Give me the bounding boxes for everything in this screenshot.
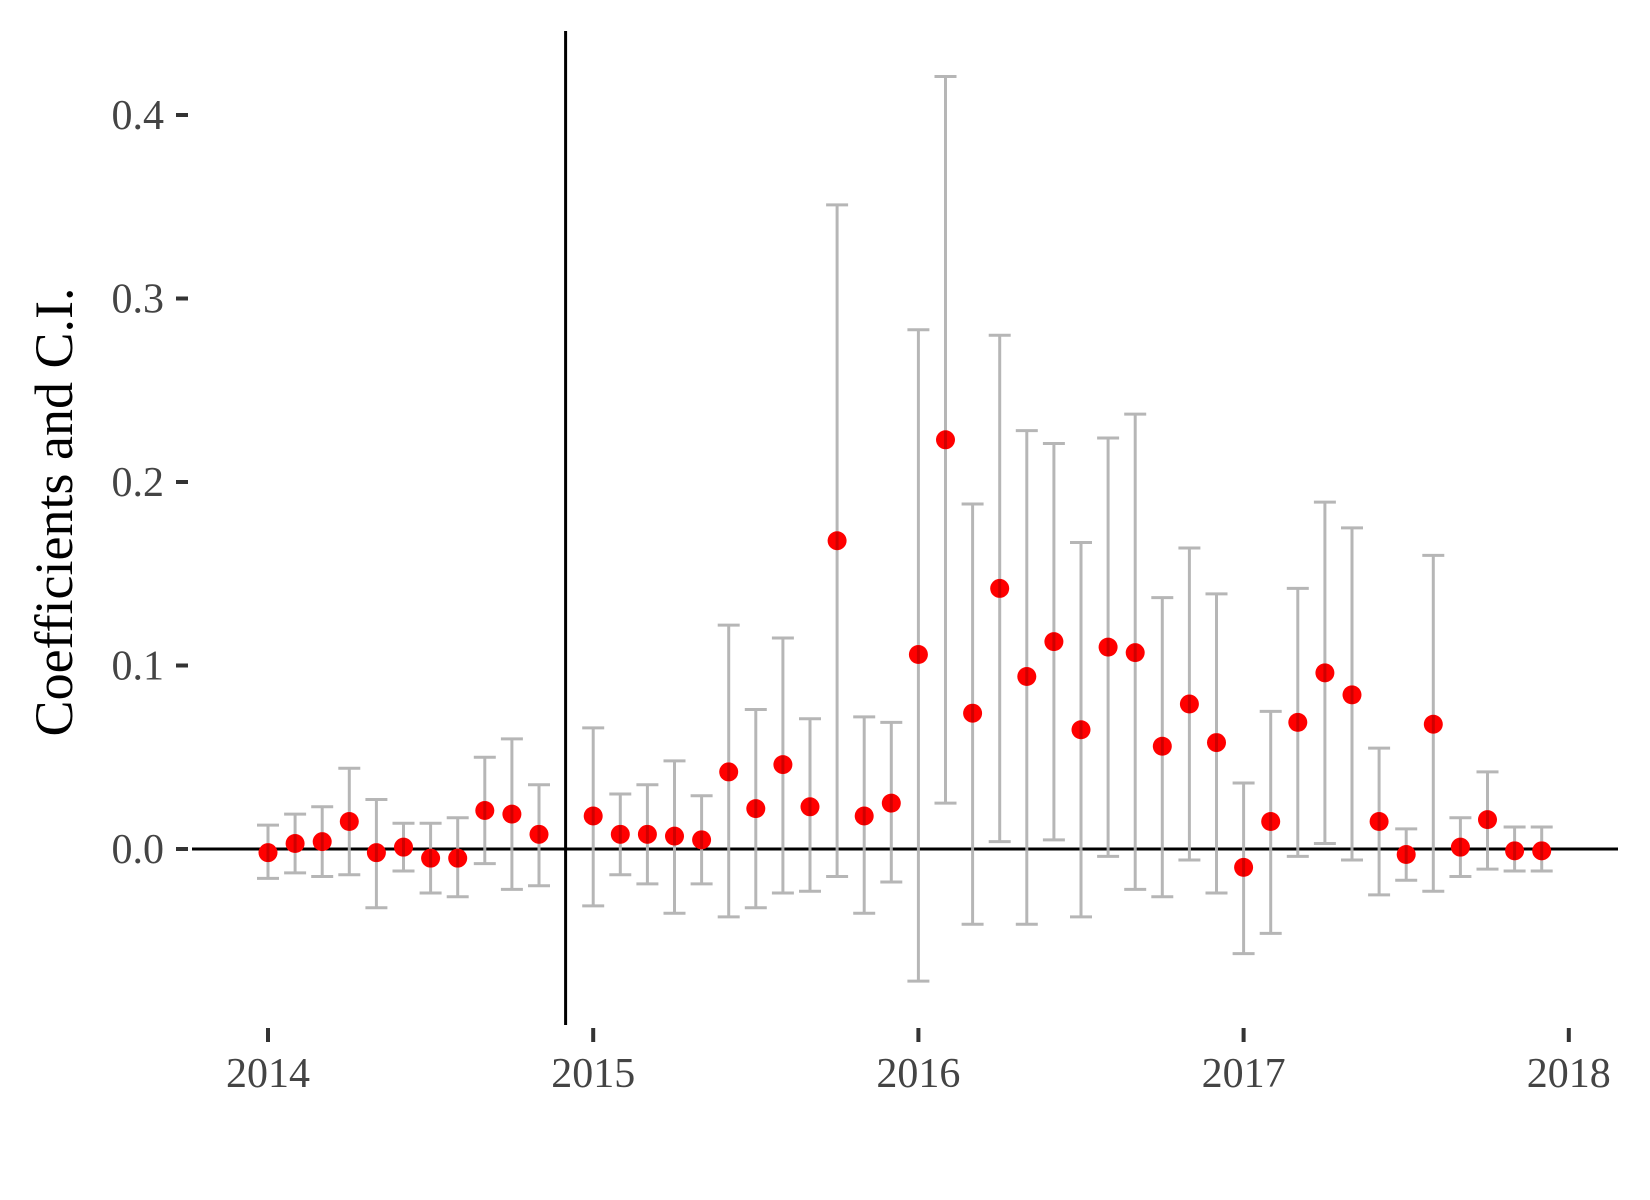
error-bars (257, 74, 1553, 983)
y-tick-label: 0.2 (112, 460, 165, 506)
coefficient-points (258, 430, 1552, 877)
x-tick-label: 2014 (226, 1051, 310, 1097)
x-tick-label: 2017 (1202, 1051, 1286, 1097)
y-axis: 0.0 0.1 0.2 0.3 0.4 (112, 93, 188, 873)
y-tick-label: 0.1 (112, 644, 165, 690)
x-tick-label: 2016 (876, 1051, 960, 1097)
x-axis: 2014 2015 2016 2017 2018 (226, 1028, 1611, 1097)
x-tick-label: 2018 (1527, 1051, 1611, 1097)
y-axis-label: Coefficients and C.I. (24, 288, 84, 737)
y-tick-label: 0.3 (112, 277, 165, 323)
reference-lines (192, 31, 1618, 1025)
y-tick-label: 0.0 (112, 827, 165, 873)
x-tick-label: 2015 (551, 1051, 635, 1097)
y-tick-label: 0.4 (112, 93, 165, 139)
